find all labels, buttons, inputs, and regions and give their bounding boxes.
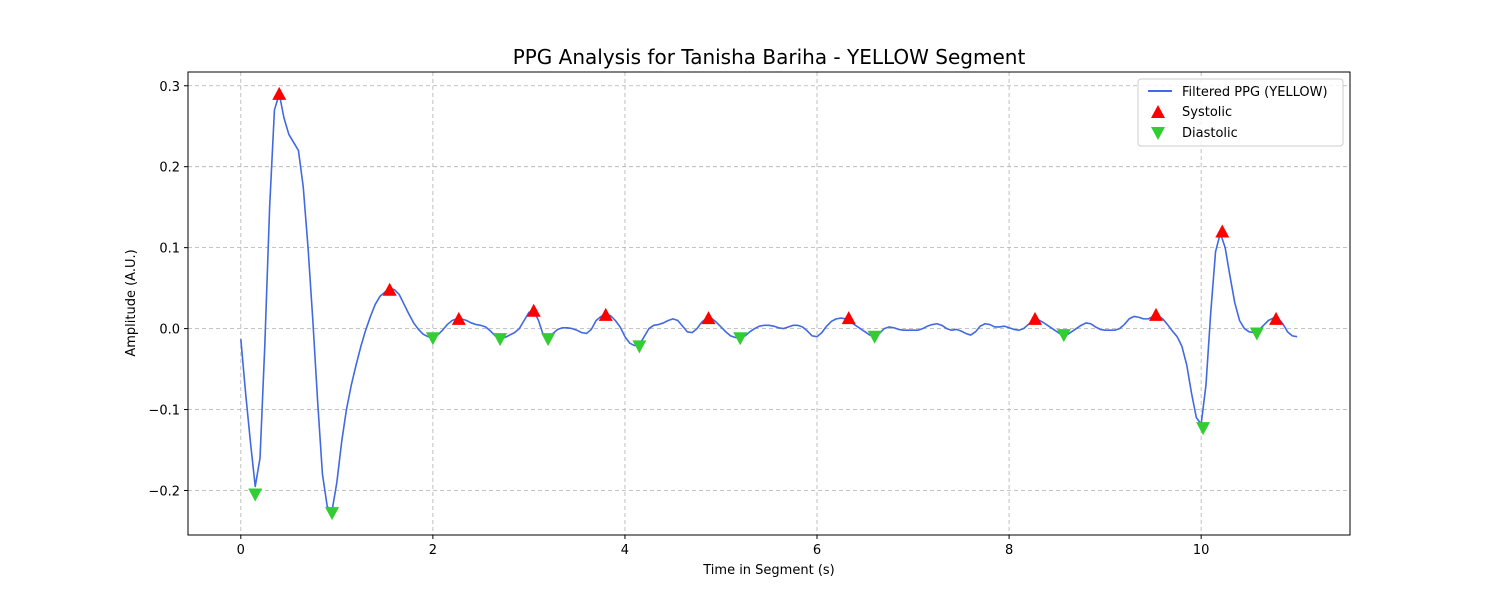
diastolic-trough-marker xyxy=(493,333,508,347)
diastolic-trough-marker xyxy=(248,488,263,502)
y-tick-label: −0.1 xyxy=(148,404,180,419)
x-tick-label: 6 xyxy=(813,543,821,558)
x-tick-label: 10 xyxy=(1193,543,1210,558)
y-tick-label: 0.2 xyxy=(159,161,180,176)
systolic-peak-marker xyxy=(1149,307,1164,321)
legend-diastolic-marker xyxy=(1151,127,1165,140)
x-tick-label: 2 xyxy=(429,543,437,558)
systolic-peak-marker xyxy=(451,311,466,325)
x-axis-label: Time in Segment (s) xyxy=(702,563,834,578)
legend-label-diastolic: Diastolic xyxy=(1182,126,1238,141)
systolic-peak-marker xyxy=(1269,311,1284,325)
diastolic-trough-marker xyxy=(1249,327,1264,341)
systolic-peak-marker xyxy=(598,307,613,321)
legend-box xyxy=(1137,78,1344,147)
systolic-peak-marker xyxy=(382,282,397,296)
legend-systolic-marker xyxy=(1151,105,1165,118)
diastolic-trough-marker xyxy=(632,340,647,354)
ppg-signal-line xyxy=(240,93,1298,512)
y-tick-label: 0.1 xyxy=(159,242,180,257)
x-tick-label: 8 xyxy=(1005,543,1013,558)
y-tick-label: −0.2 xyxy=(148,484,180,499)
systolic-peak-marker xyxy=(272,86,287,100)
legend: Filtered PPG (YELLOW) Systolic Diastolic xyxy=(1137,78,1344,147)
chart-title: PPG Analysis for Tanisha Bariha - YELLOW… xyxy=(513,45,1026,69)
plot-frame xyxy=(187,71,1351,536)
diastolic-trough-marker xyxy=(325,507,340,521)
systolic-peak-marker xyxy=(1028,311,1043,325)
y-tick-label: 0.3 xyxy=(159,80,180,95)
plot-area xyxy=(240,86,1298,521)
x-tick-label: 0 xyxy=(237,543,245,558)
x-axis: 0 2 4 6 8 10 xyxy=(237,535,1210,558)
y-tick-label: 0.0 xyxy=(159,323,180,338)
systolic-peak-marker xyxy=(526,303,541,317)
y-axis-label: Amplitude (A.U.) xyxy=(124,249,139,356)
legend-label-systolic: Systolic xyxy=(1182,105,1232,120)
x-tick-label: 4 xyxy=(621,543,629,558)
systolic-peak-marker xyxy=(1215,224,1230,238)
systolic-peak-marker xyxy=(701,311,716,325)
diastolic-trough-marker xyxy=(733,332,748,346)
legend-label-filtered-ppg: Filtered PPG (YELLOW) xyxy=(1182,85,1328,100)
diastolic-trough-marker xyxy=(425,332,440,346)
y-axis: −0.2 −0.1 0.0 0.1 0.2 0.3 xyxy=(148,80,188,499)
systolic-peak-marker xyxy=(841,311,856,325)
diastolic-trough-marker xyxy=(1056,329,1071,343)
diastolic-trough-marker xyxy=(541,333,556,347)
diastolic-trough-marker xyxy=(1196,422,1211,436)
diastolic-trough-marker xyxy=(867,330,882,344)
